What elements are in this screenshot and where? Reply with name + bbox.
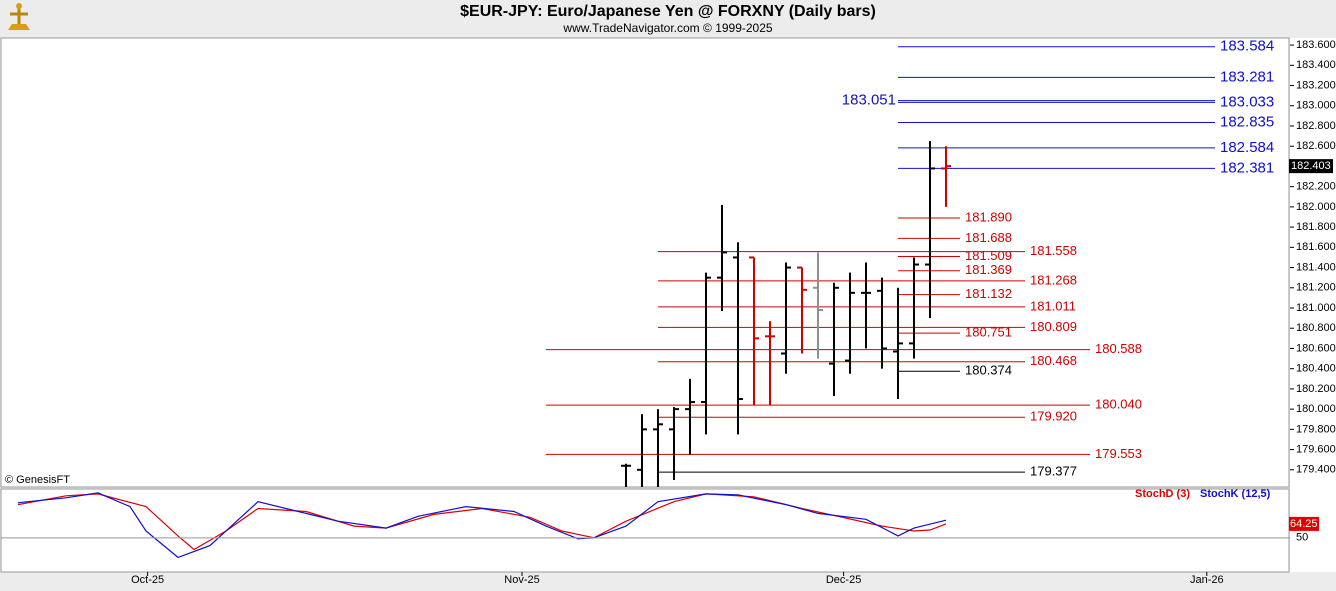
level-label: 183.051 <box>842 92 896 109</box>
level-label: 181.558 <box>1030 243 1077 258</box>
y-tick-label: 181.000 <box>1296 302 1336 314</box>
price-panel <box>0 37 1290 488</box>
level-label: 182.835 <box>1220 113 1274 130</box>
indicator-line <box>17 492 947 559</box>
y-tick-label: 181.800 <box>1296 221 1336 233</box>
indicator-panel <box>0 488 1290 573</box>
y-tick-label: 182.600 <box>1296 140 1336 152</box>
level-label: 179.377 <box>1030 464 1077 479</box>
last-price-label: 182.403 <box>1291 160 1331 172</box>
level-label: 181.011 <box>1030 298 1076 313</box>
y-tick-label: 183.000 <box>1296 100 1336 112</box>
y-tick-label: 183.400 <box>1296 59 1336 71</box>
y-tick-label: 182.200 <box>1296 181 1336 193</box>
level-label: 181.509 <box>965 248 1012 263</box>
indicator-tick-label: 50 <box>1296 532 1308 544</box>
level-label: 180.040 <box>1095 397 1142 412</box>
level-label: 181.890 <box>965 209 1012 224</box>
y-tick-label: 180.200 <box>1296 383 1336 395</box>
level-label: 180.468 <box>1030 353 1077 368</box>
y-tick-label: 182.000 <box>1296 201 1336 213</box>
y-tick-label: 181.400 <box>1296 261 1336 273</box>
x-tick-label: Oct-25 <box>131 574 164 586</box>
y-tick-label: 179.600 <box>1296 443 1336 455</box>
watermark: © GenesisFT <box>5 474 70 486</box>
level-label: 181.132 <box>965 286 1012 301</box>
x-tick-label: Jan-26 <box>1190 574 1224 586</box>
x-tick-label: Nov-25 <box>504 574 539 586</box>
legend-entry: StochK (12,5) <box>1200 488 1271 500</box>
y-tick-label: 180.000 <box>1296 403 1336 415</box>
logo <box>8 3 30 30</box>
level-label: 182.381 <box>1220 159 1274 176</box>
level-label: 179.553 <box>1095 446 1142 461</box>
level-label: 180.374 <box>965 363 1012 378</box>
level-label: 183.584 <box>1220 38 1274 55</box>
y-tick-label: 180.800 <box>1296 322 1336 334</box>
level-label: 183.281 <box>1220 68 1274 85</box>
y-tick-label: 180.400 <box>1296 363 1336 375</box>
y-tick-label: 179.800 <box>1296 423 1336 435</box>
level-label: 179.920 <box>1030 409 1077 424</box>
indicator-last-label: 64.25 <box>1290 518 1318 530</box>
last-price-box <box>1289 159 1333 174</box>
price-plot: 180.588 180.040 179.553 181.558 181.268 181.0… <box>546 38 1274 487</box>
y-tick-label: 183.200 <box>1296 79 1336 91</box>
level-label: 183.033 <box>1220 93 1274 110</box>
price-axis <box>1290 38 1336 572</box>
level-label: 181.369 <box>965 262 1012 277</box>
level-label: 181.688 <box>965 230 1012 245</box>
indicator-last-box <box>1289 516 1319 531</box>
y-tick-label: 181.600 <box>1296 241 1336 253</box>
y-tick-label: 182.800 <box>1296 120 1336 132</box>
level-label: 182.584 <box>1220 139 1274 156</box>
y-tick-label: 183.600 <box>1296 39 1336 51</box>
x-tick-label: Dec-25 <box>826 574 861 586</box>
y-tick-label: 180.600 <box>1296 342 1336 354</box>
chart-subtitle: www.TradeNavigator.com © 1999-2025 <box>562 21 772 35</box>
level-label: 180.751 <box>965 325 1012 340</box>
chart-title: $EUR-JPY: Euro/Japanese Yen @ FORXNY (Da… <box>460 3 876 20</box>
y-tick-label: 179.400 <box>1296 464 1336 476</box>
level-label: 181.268 <box>1030 272 1077 287</box>
level-label: 180.809 <box>1030 319 1077 334</box>
legend-entry: StochD (3) <box>1135 488 1190 500</box>
level-label: 180.588 <box>1095 341 1142 356</box>
y-tick-label: 181.200 <box>1296 282 1336 294</box>
